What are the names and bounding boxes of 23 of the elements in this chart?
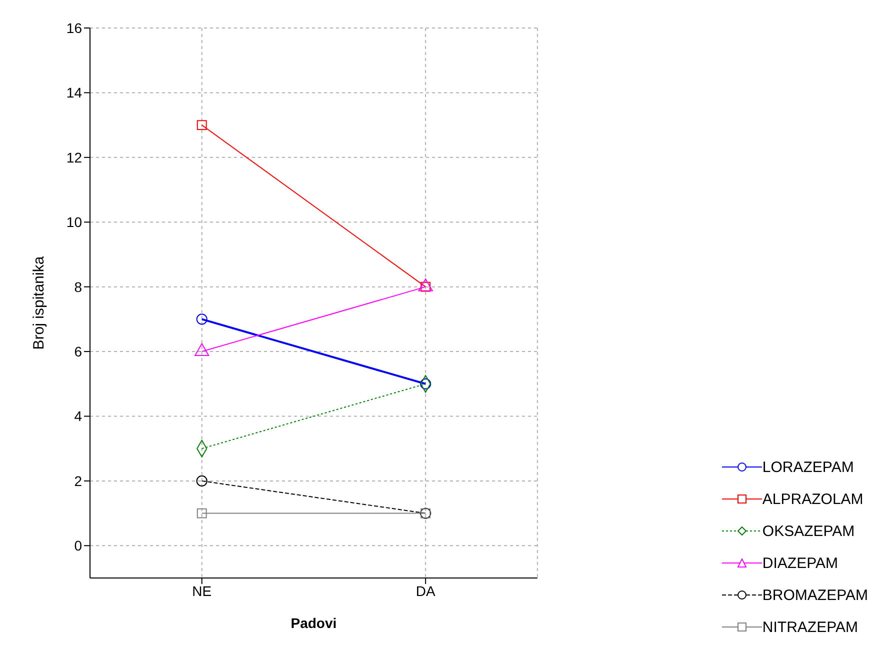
- y-tick-label: 2: [74, 472, 82, 489]
- y-tick-label: 14: [66, 84, 82, 101]
- point: [196, 508, 207, 518]
- x-tick-label: DA: [416, 582, 436, 599]
- point: [196, 314, 208, 325]
- legend-label: NITRAZEPAM: [762, 618, 858, 636]
- y-tick-label: 0: [74, 538, 82, 554]
- point: [196, 475, 208, 486]
- x-tick-label: NE: [192, 582, 212, 599]
- y-tick-label: 8: [74, 278, 82, 295]
- legend-label: BROMAZEPAM: [762, 586, 868, 604]
- y-tick-label: 16: [66, 20, 82, 36]
- y-tick-label: 12: [66, 149, 82, 166]
- legend-label: OKSAZEPAM: [762, 522, 855, 540]
- y-tick-label: 6: [74, 344, 82, 360]
- y-tick-label: 4: [74, 408, 82, 424]
- x-axis-title: Padovi: [290, 615, 337, 631]
- y-tick-label: 10: [66, 214, 82, 230]
- y-axis-title: Broj ispitanika: [30, 256, 48, 350]
- legend-label: DIAZEPAM: [762, 554, 838, 572]
- legend-label: ALPRAZOLAM: [762, 490, 864, 508]
- point: [196, 120, 207, 130]
- legend-label: LORAZEPAM: [762, 458, 854, 476]
